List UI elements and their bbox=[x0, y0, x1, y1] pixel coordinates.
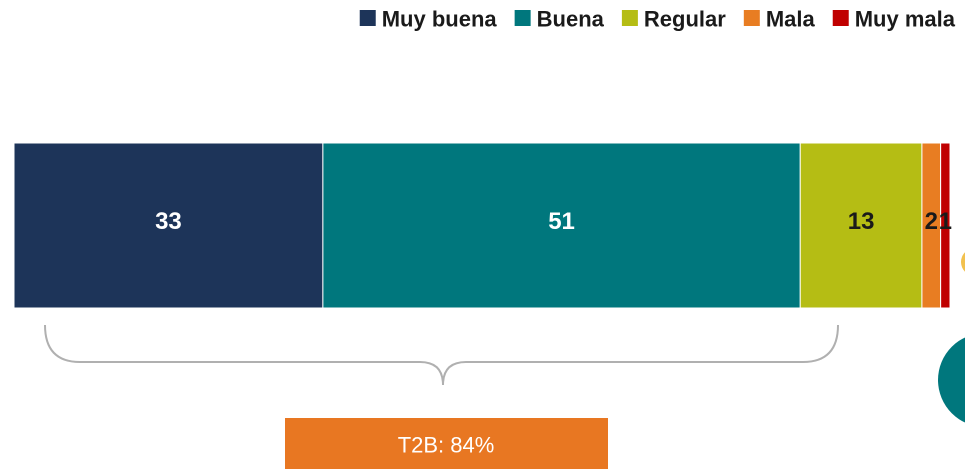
bar-segment bbox=[322, 142, 801, 309]
value-label: 33 bbox=[155, 208, 182, 235]
value-label: 13 bbox=[848, 208, 875, 235]
value-label: 51 bbox=[548, 208, 575, 235]
decor-circle bbox=[938, 337, 965, 423]
legend-swatch bbox=[743, 10, 760, 26]
decor-circle bbox=[961, 252, 965, 272]
legend-label: Muy buena bbox=[382, 7, 498, 32]
bar-segment bbox=[799, 142, 923, 309]
annotation: T2B: 84% bbox=[398, 433, 495, 458]
legend-swatch bbox=[621, 10, 638, 26]
legend-label: Mala bbox=[766, 7, 816, 32]
legend-swatch bbox=[832, 10, 849, 26]
annotation-box bbox=[285, 418, 608, 469]
value-label: 2 bbox=[925, 208, 938, 235]
legend-swatch bbox=[359, 10, 376, 26]
legend-label: Buena bbox=[537, 7, 605, 32]
bar-segment bbox=[940, 142, 951, 309]
value-label: 1 bbox=[939, 208, 952, 235]
legend-label: Regular bbox=[644, 7, 726, 32]
brace bbox=[44, 324, 839, 386]
bar-segment bbox=[13, 142, 324, 309]
legend-swatch bbox=[514, 10, 531, 26]
legend-label: Muy mala bbox=[855, 7, 956, 32]
